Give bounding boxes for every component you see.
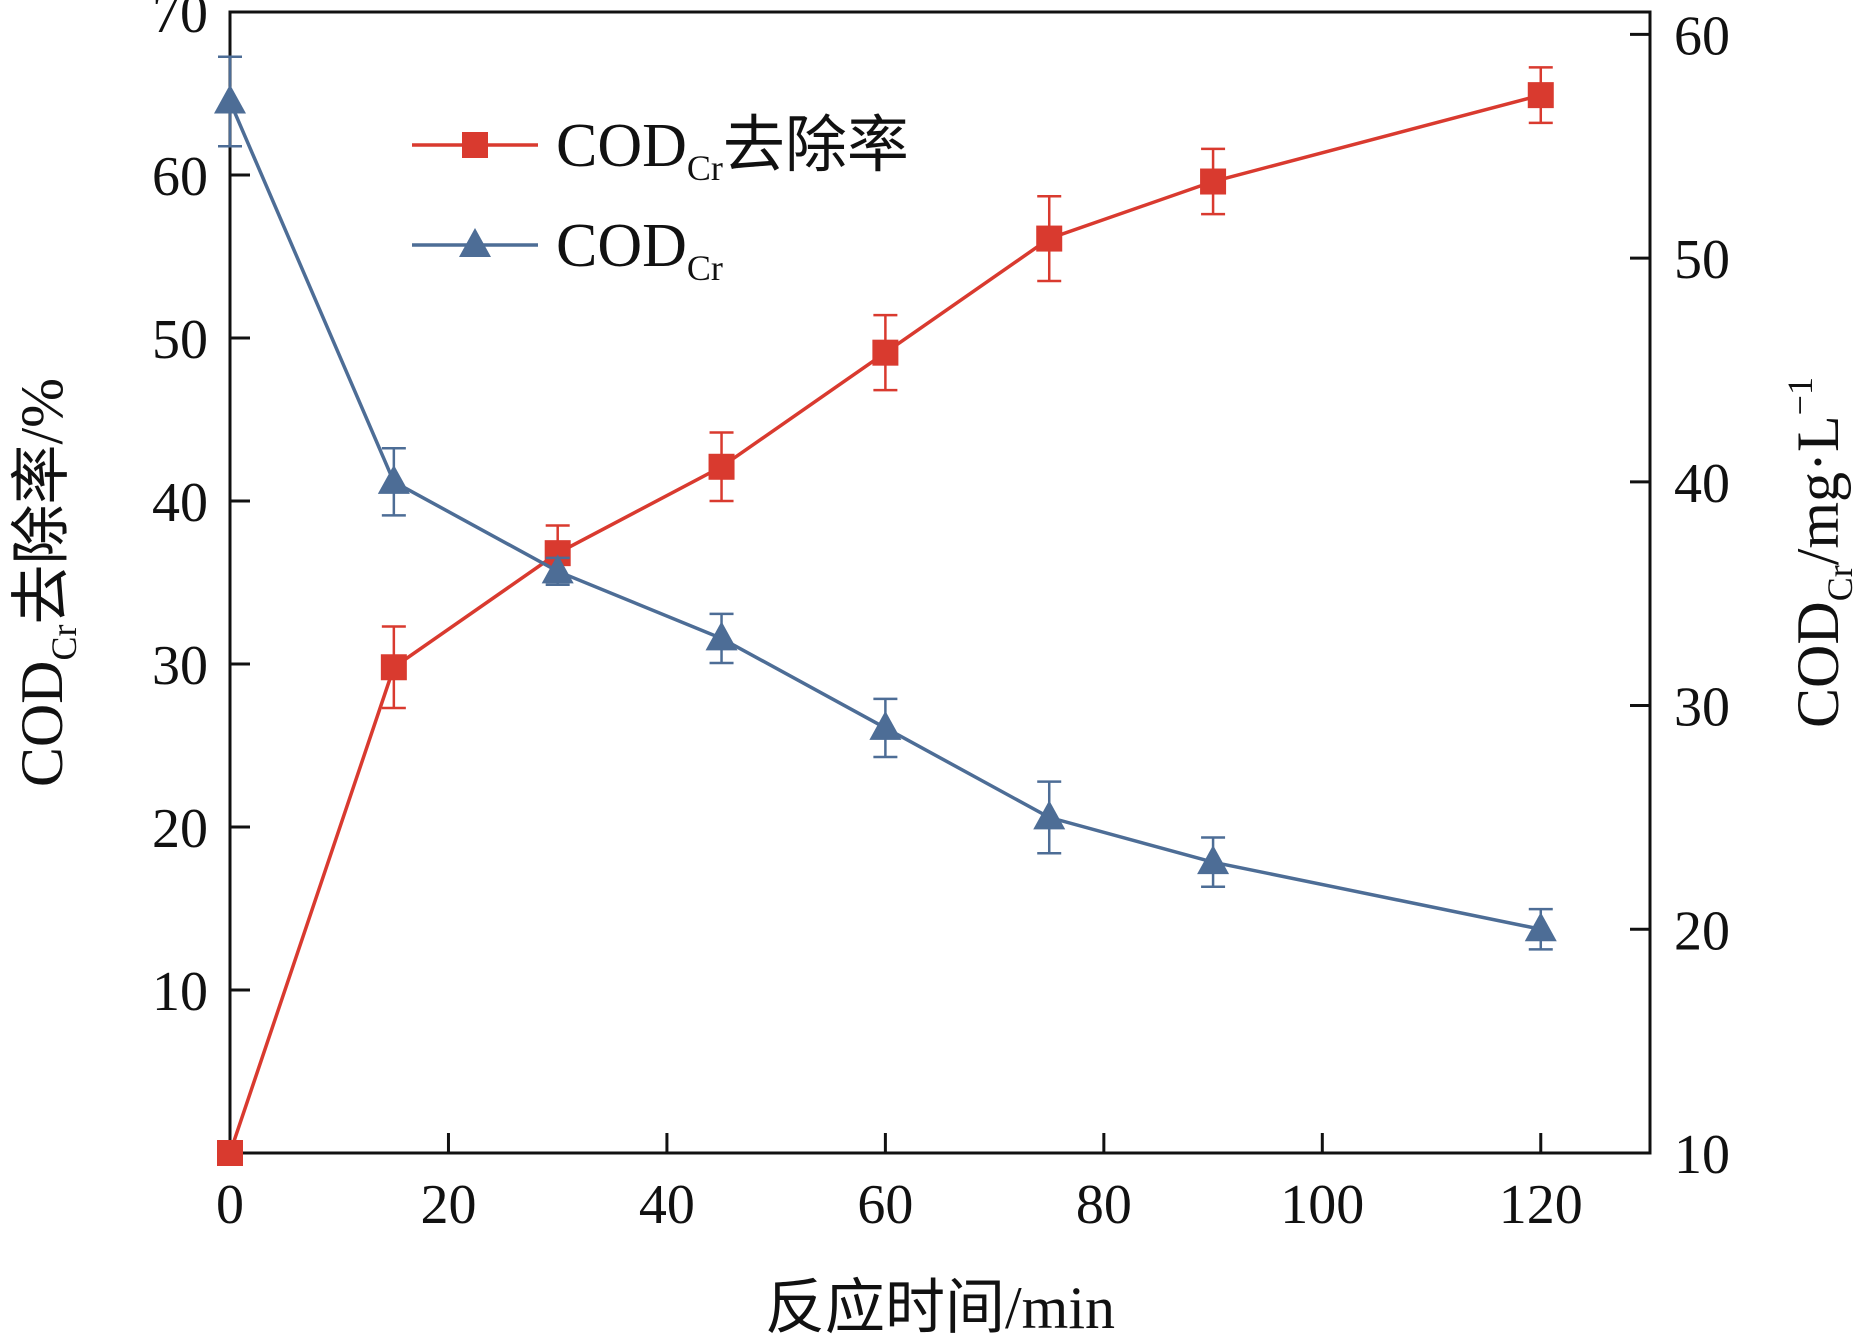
data-point-square (1527, 82, 1554, 109)
legend-marker-triangle (459, 228, 491, 257)
x-axis-title: 反应时间/min (765, 1275, 1115, 1338)
x-tick-label: 80 (1076, 1174, 1132, 1236)
y-right-tick-label: 10 (1674, 1124, 1730, 1186)
y-left-tick-label: 10 (152, 961, 208, 1023)
x-tick-label: 100 (1280, 1174, 1364, 1236)
y-left-tick-label: 70 (152, 0, 208, 45)
axis-ticks (228, 10, 1650, 1155)
data-point-triangle (1197, 845, 1230, 875)
y-left-title-sub: Cr (44, 624, 84, 660)
series-line (228, 93, 1542, 1154)
y-right-tick-label: 40 (1674, 453, 1730, 515)
legend-label-cod: CODCr (556, 212, 723, 288)
series-cod (214, 55, 1557, 951)
plot-border (228, 10, 1652, 1155)
x-tick-label: 0 (216, 1174, 244, 1236)
y-left-tick-label: 20 (152, 798, 208, 860)
legend-label-removal: CODCr去除率 (556, 112, 909, 188)
data-point-triangle (1033, 800, 1066, 830)
tick-labels: 0 20 40 60 80 100 120 10 20 30 40 50 60 70 10 20 30 40 50 6… (152, 0, 1730, 1236)
data-point-square (708, 453, 735, 480)
legend-cod-prefix: COD (556, 212, 687, 280)
y-right-tick-label: 60 (1674, 5, 1730, 67)
y-left-tick-label: 60 (152, 146, 208, 208)
data-point-square (380, 654, 407, 681)
y-right-title-suffix: /mg·L (1785, 415, 1851, 565)
data-point-triangle (377, 464, 410, 494)
x-tick-label: 120 (1499, 1174, 1583, 1236)
y-left-title-suffix: 去除率/% (9, 378, 75, 625)
data-point-triangle (1524, 912, 1557, 942)
y-left-tick-label: 50 (152, 309, 208, 371)
legend-removal-prefix: COD (556, 112, 687, 180)
y-right-axis-title: CODCr/mg·L−1 (1780, 377, 1855, 728)
y-right-title-prefix: COD (1785, 601, 1851, 728)
plot-frame (228, 10, 1652, 1155)
x-tick-label: 40 (639, 1174, 695, 1236)
legend-removal-suffix: 去除率 (723, 112, 909, 180)
y-right-title-sup: −1 (1780, 377, 1820, 415)
series-removal-rate (217, 66, 1554, 1166)
legend: CODCr去除率 CODCr (412, 112, 909, 288)
legend-marker-square (462, 132, 488, 158)
legend-cod-sub: Cr (687, 248, 723, 288)
data-point-square (1200, 168, 1227, 195)
data-point-square (217, 1140, 243, 1166)
series-layer (214, 55, 1557, 1166)
y-left-tick-label: 40 (152, 472, 208, 534)
data-point-square (1036, 225, 1063, 252)
x-tick-label: 60 (857, 1174, 913, 1236)
series-line (228, 100, 1542, 931)
data-point-triangle (869, 710, 902, 740)
y-right-title-sub: Cr (1820, 565, 1855, 601)
y-left-tick-label: 30 (152, 635, 208, 697)
data-point-square (872, 339, 899, 366)
data-point-triangle (541, 554, 574, 584)
data-point-triangle (214, 84, 246, 114)
y-right-tick-label: 20 (1674, 900, 1730, 962)
x-axis-title-text: 反应时间/min (765, 1275, 1115, 1338)
y-right-tick-label: 30 (1674, 677, 1730, 739)
x-tick-label: 20 (420, 1174, 476, 1236)
y-left-axis-title: CODCr去除率/% (9, 378, 84, 787)
y-right-tick-label: 50 (1674, 229, 1730, 291)
data-point-triangle (705, 621, 738, 651)
legend-removal-sub: Cr (687, 148, 723, 188)
y-left-title-prefix: COD (9, 660, 75, 787)
